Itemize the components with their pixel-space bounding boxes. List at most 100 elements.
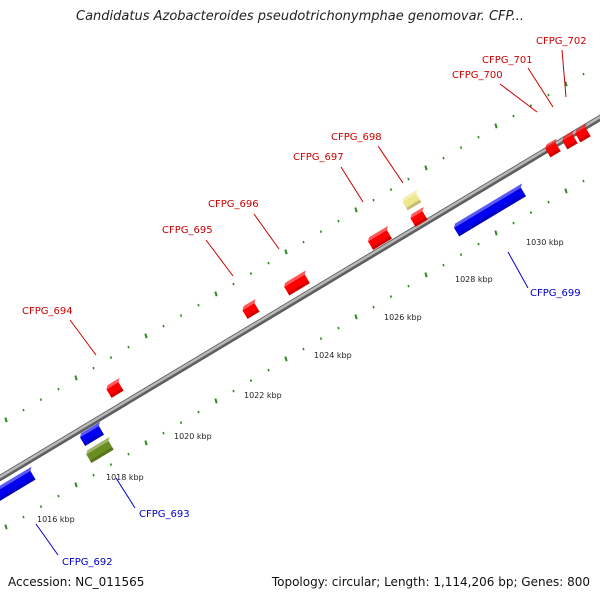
- gene-label: CFPG_700: [452, 70, 503, 81]
- gene-block: [367, 225, 393, 250]
- gene-label: CFPG_701: [482, 55, 533, 66]
- minor-tick: [547, 93, 550, 97]
- minor-tick: [22, 515, 25, 519]
- minor-tick: [302, 240, 305, 244]
- gene-block-shade: [565, 140, 578, 150]
- gene-block-shade: [83, 432, 105, 446]
- minor-tick: [249, 272, 253, 275]
- minor-tick: [179, 421, 183, 424]
- major-tick: [74, 375, 78, 381]
- gene-block-face: [545, 142, 561, 158]
- minor-tick: [582, 179, 585, 183]
- gene-leader-line: [115, 477, 136, 509]
- gene-leader-line: [507, 251, 529, 289]
- gene-track: [0, 123, 591, 502]
- minor-tick: [459, 146, 463, 149]
- gene-leader-line: [527, 67, 554, 108]
- tick-label: 1016 kbp: [37, 515, 75, 524]
- minor-tick: [442, 156, 445, 160]
- gene-block-face: [79, 426, 105, 446]
- gene-label: CFPG_695: [162, 225, 213, 236]
- minor-tick: [372, 305, 375, 309]
- major-tick: [494, 230, 498, 236]
- gene-block-face: [284, 274, 310, 296]
- gene-leader-line: [35, 523, 59, 556]
- gene-block-face: [562, 134, 578, 150]
- gene-block-top: [453, 183, 522, 228]
- major-tick: [424, 165, 428, 171]
- gene-block-top: [0, 466, 32, 493]
- gene-block: [562, 130, 578, 150]
- tick-label: 1024 kbp: [314, 351, 352, 360]
- major-tick: [144, 333, 148, 339]
- gene-block-shade: [89, 447, 114, 463]
- gene-block-face: [86, 441, 114, 463]
- minor-tick: [267, 261, 270, 265]
- minor-tick: [127, 345, 130, 349]
- major-tick: [424, 272, 428, 278]
- minor-tick: [512, 114, 515, 118]
- minor-tick: [389, 295, 393, 298]
- gene-block-top: [545, 138, 557, 149]
- gene-block-face: [402, 193, 422, 211]
- gene-block-face: [575, 127, 591, 143]
- gene-block: [402, 189, 422, 211]
- gene-block-shade: [548, 148, 561, 158]
- minor-tick: [337, 326, 340, 330]
- minor-tick: [232, 282, 235, 286]
- gene-block-shade: [457, 193, 527, 237]
- backbone-track: [0, 114, 600, 482]
- gene-block-top: [367, 225, 388, 242]
- minor-tick: [477, 135, 480, 139]
- gene-leader-line: [499, 83, 538, 113]
- gene-block: [106, 377, 124, 398]
- major-tick: [74, 482, 78, 488]
- gene-leader-line: [69, 319, 97, 356]
- gene-block-shade: [371, 236, 393, 250]
- gene-label: CFPG_702: [536, 36, 587, 47]
- gene-block-top: [402, 189, 418, 202]
- minor-tick: [249, 379, 253, 382]
- map-title: Candidatus Azobacteroides pseudotrichony…: [76, 9, 524, 24]
- minor-tick: [529, 104, 533, 107]
- major-tick: [354, 314, 358, 320]
- minor-tick: [197, 303, 200, 307]
- gene-label: CFPG_697: [293, 152, 344, 163]
- major-tick: [214, 291, 218, 297]
- minor-tick: [57, 494, 60, 498]
- minor-tick: [459, 253, 463, 256]
- gene-block-top: [562, 130, 574, 141]
- label-track: CFPG_692 CFPG_693 CFPG_694 CFPG_695 CFPG_696…: [22, 36, 587, 568]
- minor-tick: [162, 431, 165, 435]
- gene-block-top: [86, 436, 110, 455]
- gene-block-face: [410, 211, 428, 227]
- gene-block-top: [106, 377, 120, 390]
- gene-leader-line: [340, 166, 364, 203]
- gene-leader-line: [377, 145, 404, 184]
- gene-block-shade: [414, 217, 428, 227]
- tick-label: 1020 kbp: [174, 432, 212, 441]
- gene-block: [0, 466, 36, 502]
- major-tick: [4, 524, 8, 530]
- gene-label: CFPG_699: [530, 288, 581, 299]
- gene-block-face: [367, 230, 393, 250]
- gene-label: CFPG_692: [62, 557, 113, 568]
- major-tick: [144, 440, 148, 446]
- major-tick: [354, 207, 358, 213]
- minor-tick: [442, 263, 445, 267]
- gene-block: [79, 421, 105, 446]
- minor-tick: [39, 398, 43, 401]
- gene-label: CFPG_694: [22, 306, 73, 317]
- gene-block: [575, 123, 591, 143]
- gene-block-top: [410, 206, 424, 219]
- tick-label: 1030 kbp: [526, 238, 564, 247]
- tick-label: 1028 kbp: [455, 275, 493, 284]
- minor-tick: [407, 177, 410, 181]
- tick-label: 1026 kbp: [384, 313, 422, 322]
- major-tick: [284, 249, 288, 255]
- gene-block: [284, 270, 310, 296]
- gene-block-shade: [287, 280, 310, 296]
- gene-block-face: [106, 382, 124, 398]
- topology-text: Topology: circular; Length: 1,114,206 bp…: [271, 575, 590, 589]
